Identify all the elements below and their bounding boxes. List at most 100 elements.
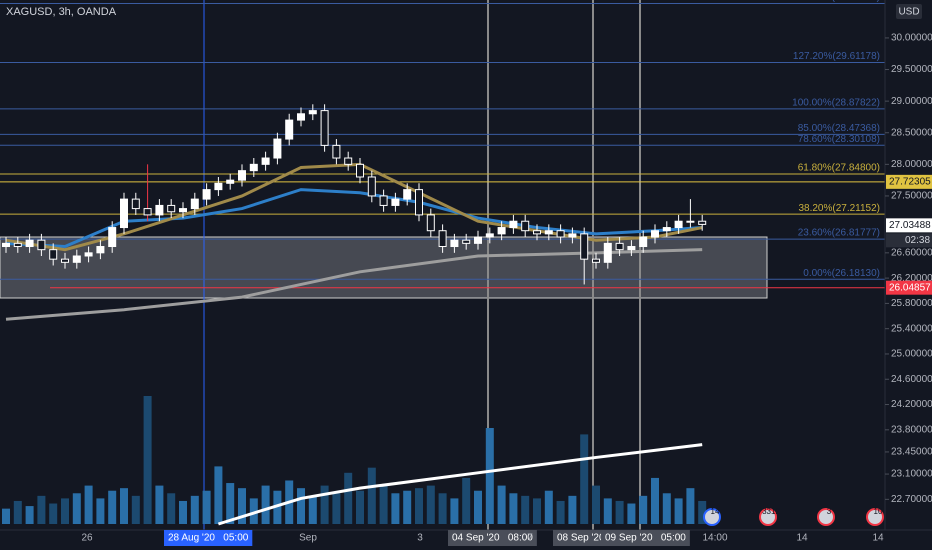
event-badge-label: 3: [827, 507, 832, 516]
volume-bar: [155, 485, 164, 524]
candle-body: [72, 255, 81, 263]
volume-bar: [497, 485, 506, 524]
candle-body: [438, 230, 447, 248]
y-tick-label: 26.60000: [891, 247, 932, 258]
volume-bar: [556, 500, 565, 524]
volume-bar: [214, 466, 223, 524]
candle-body: [391, 198, 400, 206]
candle-body: [226, 179, 235, 184]
volume-bar: [320, 485, 329, 524]
x-tick-label: 08 Sep '20: [557, 533, 605, 544]
event-badge: [703, 508, 721, 526]
volume-bar: [391, 493, 400, 524]
volume-bar: [662, 493, 671, 524]
y-tick-label: 28.00000: [891, 159, 932, 170]
volume-bar: [639, 495, 648, 524]
y-tick-label: 25.40000: [891, 323, 932, 334]
candle-body: [509, 220, 518, 229]
volume-bar: [403, 490, 412, 524]
countdown: 02:38: [905, 235, 930, 246]
volume-bar: [344, 472, 353, 524]
price-label-box: [886, 280, 932, 295]
candle-body: [698, 220, 707, 225]
fib-label: 127.20%(29.61178): [793, 51, 880, 62]
event-badge-label: 3312: [762, 507, 780, 516]
fib-label: 23.60%(26.81777): [798, 228, 880, 239]
candle-body: [403, 189, 412, 200]
x-tick-label: 14: [872, 533, 884, 544]
candle-body: [521, 220, 530, 232]
candle-body: [273, 138, 282, 159]
candle-body: [497, 227, 506, 235]
candle-body: [308, 110, 317, 115]
volume-bar: [627, 503, 636, 524]
price-label-box: [886, 218, 932, 233]
fib-label: 161.80%(30.54491): [792, 0, 880, 3]
y-tick-label: 23.45000: [891, 447, 932, 458]
volume-bar: [474, 490, 482, 524]
volume-bar: [249, 498, 258, 524]
volume-bar: [238, 488, 246, 524]
x-tick-label: 14: [796, 533, 808, 544]
volume-bar: [615, 500, 624, 524]
volume-bar: [37, 495, 46, 524]
volume-bar: [438, 493, 447, 524]
candle-body: [261, 157, 270, 165]
volume-bar: [2, 508, 10, 524]
candle-body: [556, 230, 565, 238]
candle-body: [544, 230, 553, 235]
candle-body: [580, 233, 589, 260]
candle-body: [297, 113, 305, 121]
volume-bar: [332, 493, 341, 524]
time-axis: [0, 530, 885, 550]
candle-body: [426, 214, 435, 232]
candle-layer: [2, 104, 707, 285]
axis-layer: 30.00000 29.50000 29.00000 28.50000 28.00000…: [81, 33, 932, 546]
candle-body: [332, 144, 341, 159]
volume-bar: [190, 495, 199, 524]
volume-bar: [143, 396, 152, 524]
candle-body: [344, 157, 353, 165]
candle-body: [379, 195, 388, 206]
y-tick-label: 25.80000: [891, 298, 932, 309]
candle-body: [568, 233, 577, 238]
volume-layer: [2, 396, 707, 524]
y-tick-label: 30.00000: [891, 33, 932, 44]
volume-bar: [261, 485, 270, 524]
candle-body: [108, 227, 117, 248]
volume-bar: [84, 485, 93, 524]
volume-bar: [297, 488, 305, 524]
candle-body: [320, 110, 329, 146]
currency-box[interactable]: [896, 4, 922, 19]
candle-body: [96, 246, 105, 254]
volume-bar: [580, 434, 589, 524]
fib-label: 100.00%(28.87822): [792, 97, 880, 108]
x-label-highlight: [164, 530, 253, 546]
volume-bar: [379, 485, 388, 524]
volume-bar: [108, 490, 117, 524]
volume-bar: [592, 485, 600, 524]
candle-body: [533, 230, 541, 235]
event-badge: [759, 508, 777, 526]
candle-body: [167, 204, 176, 213]
candle-body: [686, 220, 695, 223]
candle-body: [84, 252, 93, 257]
x-tick-label: 7: [527, 533, 533, 544]
price-label: 27.72305: [889, 176, 931, 187]
currency[interactable]: USD: [898, 7, 919, 18]
candle-body: [249, 163, 258, 172]
volume-bar: [485, 428, 494, 524]
volume-bar: [179, 500, 187, 524]
y-tick-label: 23.10000: [891, 469, 932, 480]
volume-bar: [202, 490, 211, 524]
volume-bar: [426, 485, 435, 524]
volume-bar: [651, 477, 659, 524]
candle-body: [2, 242, 10, 248]
candle-body: [592, 258, 600, 263]
volume-bar: [462, 477, 471, 524]
fib-label: 38.20%(27.21152): [798, 203, 880, 214]
volume-average: [217, 443, 703, 526]
y-tick-label: 23.80000: [891, 424, 932, 435]
